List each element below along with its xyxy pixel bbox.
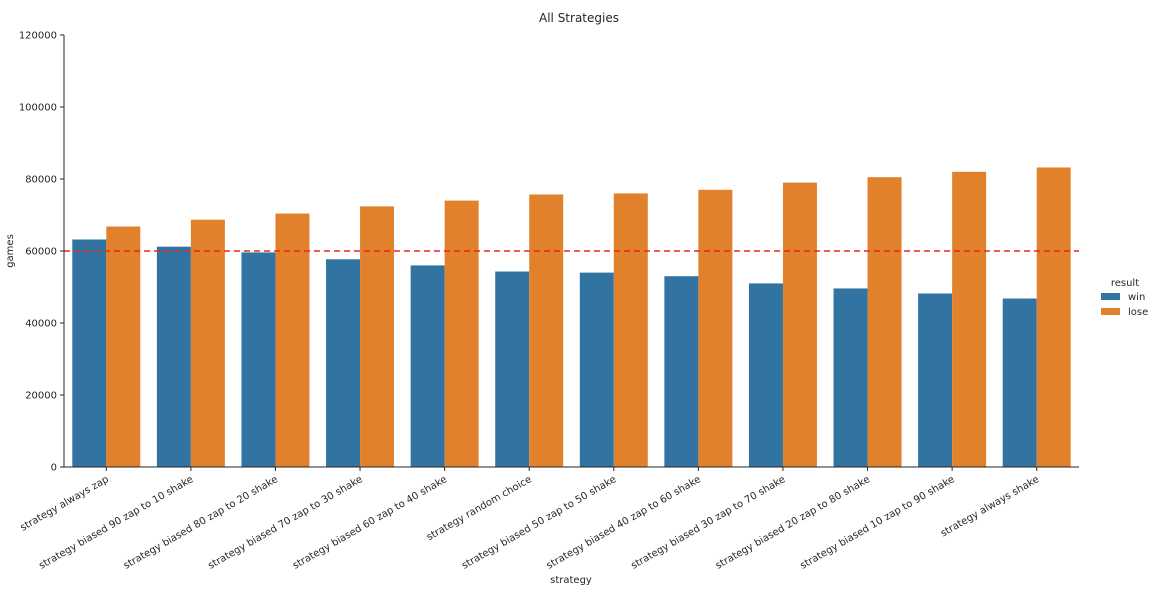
- y-tick-label: 80000: [25, 175, 57, 186]
- bar-win-4: [326, 259, 361, 467]
- bar-win-12: [1002, 298, 1037, 467]
- x-tick-label: strategy biased 90 zap to 10 shake: [37, 474, 195, 572]
- bar-lose-4: [360, 206, 395, 468]
- bar-win-8: [664, 276, 699, 467]
- y-tick-label: 20000: [25, 391, 57, 402]
- y-axis: 0 20000 40000 60000 80000 100000 120000: [19, 31, 65, 474]
- bar-lose-7: [613, 193, 648, 467]
- bar-lose-10: [867, 177, 902, 467]
- bar-lose-12: [1036, 167, 1071, 468]
- y-tick-label: 60000: [25, 247, 57, 258]
- y-tick-label: 100000: [19, 103, 57, 114]
- legend-label-lose: lose: [1128, 307, 1148, 318]
- bar-win-2: [156, 246, 191, 467]
- y-tick-label: 40000: [25, 319, 57, 330]
- bar-win-3: [241, 252, 276, 467]
- x-tick-label: strategy biased 10 zap to 90 shake: [799, 474, 957, 572]
- bar-lose-11: [952, 171, 987, 468]
- bar-lose-9: [782, 182, 817, 467]
- bar-win-7: [579, 272, 614, 467]
- legend: result win lose: [1101, 278, 1148, 318]
- y-tick-label: 120000: [19, 31, 57, 42]
- bar-win-9: [748, 283, 783, 467]
- y-axis-label: games: [5, 234, 16, 268]
- bar-win-11: [918, 293, 953, 467]
- x-tick-label: strategy always zap: [19, 474, 111, 534]
- legend-title: result: [1111, 278, 1139, 289]
- bar-win-5: [410, 265, 445, 467]
- x-tick-label: strategy biased 60 zap to 40 shake: [291, 474, 449, 572]
- x-tick-label: strategy biased 80 zap to 20 shake: [122, 474, 280, 572]
- x-tick-label: strategy biased 20 zap to 80 shake: [714, 474, 872, 572]
- bar-win-6: [495, 271, 530, 467]
- x-tick-label: strategy biased 50 zap to 50 shake: [460, 474, 618, 572]
- y-tick-label: 0: [51, 463, 57, 474]
- chart-title: All Strategies: [539, 11, 619, 25]
- bar-win-10: [833, 288, 868, 467]
- bar-lose-3: [275, 213, 310, 467]
- bars-group: [72, 167, 1071, 468]
- bar-win-1: [72, 239, 107, 467]
- legend-label-win: win: [1128, 292, 1145, 303]
- legend-swatch-win: [1101, 293, 1120, 300]
- legend-swatch-lose: [1101, 308, 1120, 315]
- x-tick-label: strategy biased 70 zap to 30 shake: [206, 474, 364, 572]
- bar-lose-5: [444, 200, 479, 467]
- x-axis-label: strategy: [550, 575, 592, 586]
- bar-lose-1: [106, 226, 141, 467]
- x-tick-label: strategy biased 40 zap to 60 shake: [545, 474, 703, 572]
- bar-lose-2: [190, 219, 225, 467]
- bar-lose-8: [698, 189, 733, 468]
- bar-lose-6: [529, 194, 564, 468]
- x-tick-label: strategy biased 30 zap to 70 shake: [629, 474, 787, 572]
